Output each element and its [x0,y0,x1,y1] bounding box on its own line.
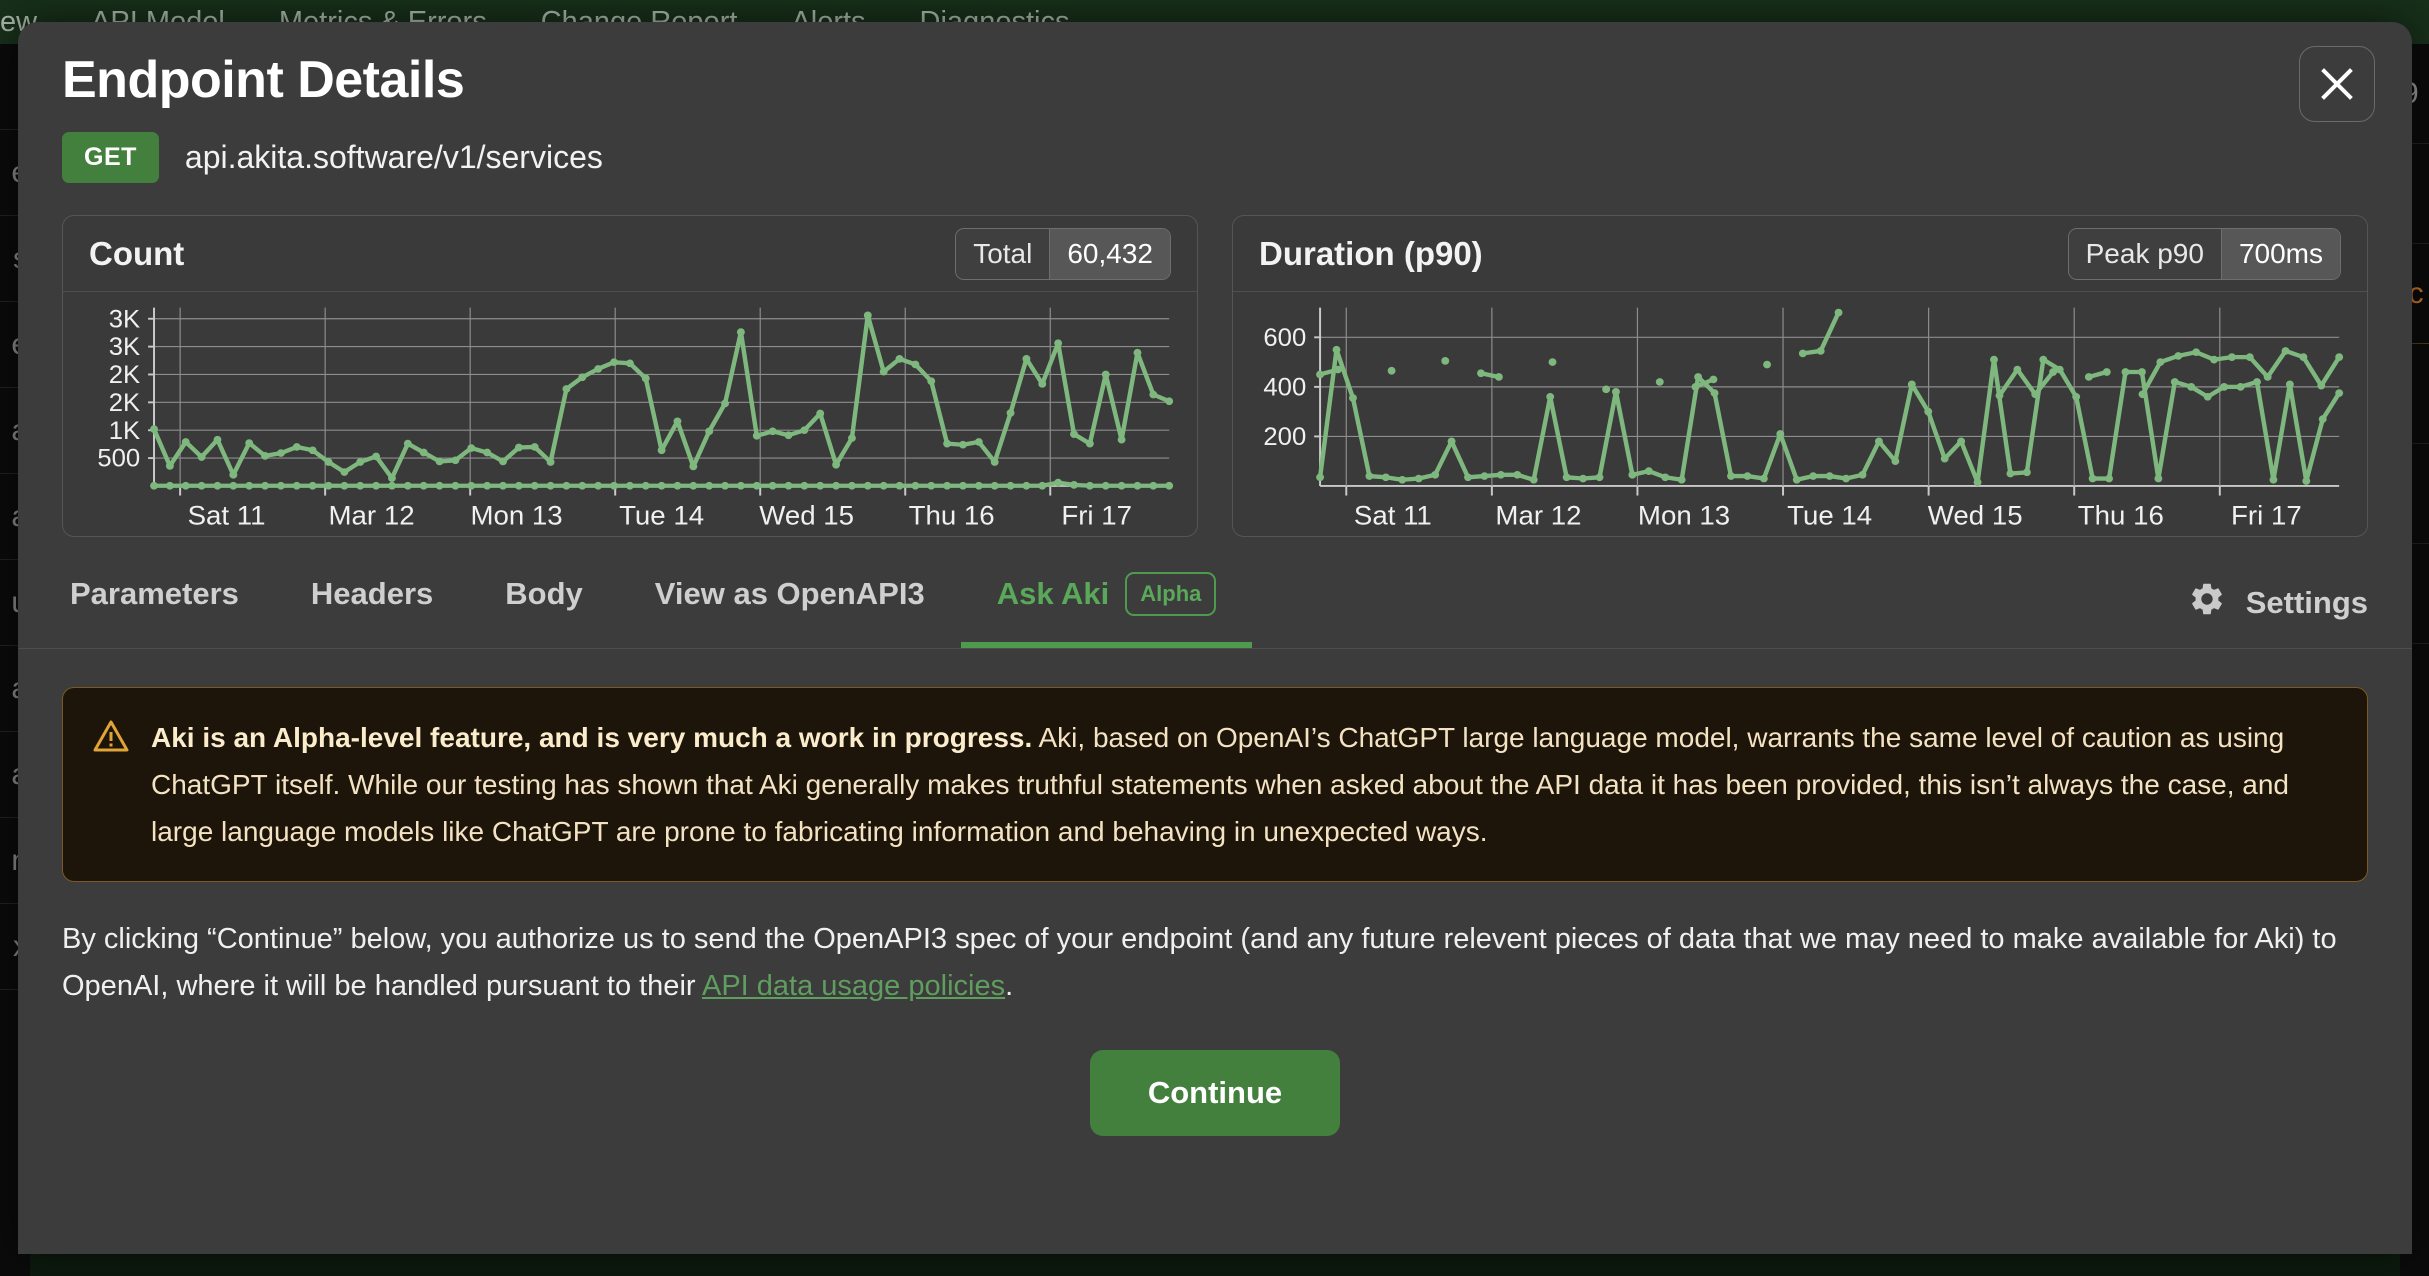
tab-ask-aki[interactable]: Ask Aki Alpha [960,567,1253,648]
svg-text:500: 500 [97,445,140,473]
tab-view-as-openapi3[interactable]: View as OpenAPI3 [619,567,961,648]
svg-text:Mar 12: Mar 12 [1495,500,1581,531]
http-method-badge: GET [62,132,159,183]
close-button[interactable] [2299,46,2375,122]
tab-body[interactable]: Body [469,567,619,648]
chart-header: Count Total 60,432 [63,216,1197,292]
modal-header: Endpoint Details GET api.akita.software/… [18,22,2412,183]
status-badge: Total 60,432 [955,227,1171,280]
alert-body-text: Aki, based on OpenAI’s ChatGPT large lan… [151,722,2289,848]
svg-text:600: 600 [1263,324,1306,352]
svg-text:Tue 14: Tue 14 [619,500,704,531]
svg-text:3K: 3K [109,306,141,334]
chart-card-duration: Duration (p90) Peak p90 700ms 200 400 600 S… [1232,215,2368,537]
svg-text:3K: 3K [109,334,141,362]
settings-label: Settings [2245,585,2368,620]
tab-label: Ask Aki [996,575,1110,611]
chart-title: Count [89,234,185,272]
continue-button-container: Continue [18,1050,2412,1137]
tab-list: Parameters Headers Body View as OpenAPI3… [62,567,1253,648]
bg-fragment [2400,144,2429,244]
svg-text:Thu 16: Thu 16 [909,500,995,531]
continue-button[interactable]: Continue [1089,1050,1341,1137]
svg-text:1K: 1K [109,417,141,445]
close-icon [2320,67,2354,101]
settings-button[interactable]: Settings [2188,580,2368,648]
svg-text:Sat 11: Sat 11 [1354,500,1432,531]
bg-fragment [2400,444,2429,544]
consent-text-part2: . [1005,970,1014,1003]
chart-plot-area-duration[interactable]: 200 400 600 Sat 11 Mar 12 Mon 13 Tue 14 Wed 15 T… [1233,292,2367,536]
alert-text: Aki is an Alpha-level feature, and is ve… [151,714,2337,855]
status-badge: Peak p90 700ms [2067,227,2341,280]
page-title: Endpoint Details [62,51,465,109]
svg-text:Fri 17: Fri 17 [1061,500,1132,531]
svg-text:2K: 2K [109,361,141,389]
stat-value: 60,432 [1049,228,1170,279]
chart-title: Duration (p90) [1259,234,1483,272]
bg-fragment [2400,344,2429,444]
endpoint-row: GET api.akita.software/v1/services [62,132,2368,183]
endpoint-details-modal: Endpoint Details GET api.akita.software/… [18,22,2412,1254]
stat-value: 700ms [2220,228,2340,279]
stat-label: Peak p90 [2068,228,2221,279]
svg-text:Tue 14: Tue 14 [1787,500,1872,531]
bg-fragment [2400,544,2429,644]
svg-text:Wed 15: Wed 15 [759,500,854,531]
alpha-badge: Alpha [1125,571,1217,616]
tab-bar: Parameters Headers Body View as OpenAPI3… [18,567,2412,649]
endpoint-path: api.akita.software/v1/services [184,139,603,175]
tab-label: Headers [310,575,434,611]
gear-icon [2188,580,2226,626]
tab-label: Body [505,575,583,611]
consent-text-part1: By clicking “Continue” below, you author… [62,923,2337,1003]
svg-text:Sat 11: Sat 11 [188,500,266,531]
charts-row: Count Total 60,432 500 1K 2K 2K 3K 3K Sat 11 Ma… [18,183,2412,537]
chart-card-count: Count Total 60,432 500 1K 2K 2K 3K 3K Sat 11 Ma… [62,215,1198,537]
bg-fragment [0,44,30,130]
alpha-warning-banner: Aki is an Alpha-level feature, and is ve… [62,687,2368,883]
consent-paragraph: By clicking “Continue” below, you author… [62,916,2368,1010]
stat-label: Total [956,228,1050,279]
duration-line-chart[interactable]: 200 400 600 Sat 11 Mar 12 Mon 13 Tue 14 Wed 15 T… [1247,298,2353,532]
svg-text:Thu 16: Thu 16 [2078,500,2164,531]
api-data-usage-policies-link[interactable]: API data usage policies [702,970,1006,1003]
chart-plot-area-count[interactable]: 500 1K 2K 2K 3K 3K Sat 11 Mar 12 Mon 13 Tue 14 Wed… [63,292,1197,536]
tab-label: View as OpenAPI3 [654,575,925,611]
tab-parameters[interactable]: Parameters [62,567,275,648]
svg-text:400: 400 [1263,374,1306,402]
svg-text:Mon 13: Mon 13 [470,500,562,531]
svg-text:2K: 2K [109,389,141,417]
tab-label: Parameters [70,575,239,611]
alert-bold-text: Aki is an Alpha-level feature, and is ve… [151,722,1033,753]
chart-header: Duration (p90) Peak p90 700ms [1233,216,2367,292]
warning-triangle-icon [93,714,129,855]
svg-text:200: 200 [1263,423,1306,451]
svg-text:Mon 13: Mon 13 [1638,500,1730,531]
svg-text:Mar 12: Mar 12 [329,500,415,531]
tab-headers[interactable]: Headers [275,567,469,648]
svg-text:Wed 15: Wed 15 [1928,500,2023,531]
svg-text:Fri 17: Fri 17 [2231,500,2302,531]
